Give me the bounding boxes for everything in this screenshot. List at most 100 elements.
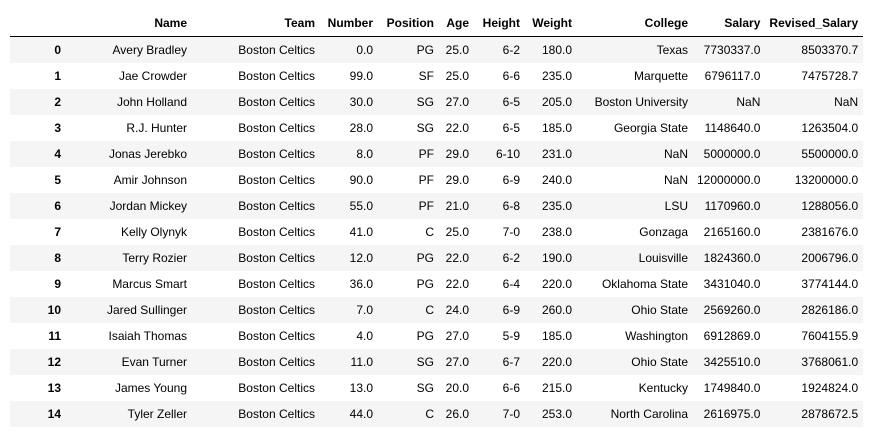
cell-age: 27.0	[445, 355, 469, 369]
cell-age: 29.0	[445, 147, 469, 161]
cell-name: R.J. Hunter	[126, 121, 187, 135]
cell-number: 41.0	[349, 225, 373, 239]
cell-salary: NaN	[736, 95, 761, 109]
cell-position: SG	[416, 381, 434, 395]
cell-college: Marquette	[633, 69, 688, 83]
cell-salary: 2616975.0	[703, 407, 761, 421]
cell-team: Boston Celtics	[238, 303, 315, 317]
cell-revised-salary: 2826186.0	[801, 303, 859, 317]
cell-weight: 235.0	[541, 199, 572, 213]
cell-height: 6-9	[502, 303, 520, 317]
row-index: 12	[47, 355, 61, 369]
column-header-number: Number	[320, 10, 378, 37]
cell-team: Boston Celtics	[238, 225, 315, 239]
cell-age: 22.0	[445, 251, 469, 265]
cell-college: Oklahoma State	[601, 277, 688, 291]
table-row: 10 Jared Sullinger Boston Celtics 7.0 C 24.0 6…	[10, 297, 864, 323]
cell-weight: 253.0	[541, 407, 572, 421]
cell-age: 21.0	[445, 199, 469, 213]
row-index: 6	[54, 199, 61, 213]
cell-weight: 260.0	[541, 303, 572, 317]
cell-name: Amir Johnson	[113, 173, 187, 187]
cell-weight: 240.0	[541, 173, 572, 187]
cell-name: Jae Crowder	[118, 69, 187, 83]
cell-age: 25.0	[445, 225, 469, 239]
cell-height: 6-8	[502, 199, 520, 213]
column-header-position: Position	[378, 10, 439, 37]
row-index: 0	[54, 43, 61, 57]
cell-number: 90.0	[349, 173, 373, 187]
cell-height: 6-5	[502, 121, 520, 135]
row-index: 14	[47, 407, 61, 421]
cell-salary: 3431040.0	[703, 277, 761, 291]
cell-salary: 2165160.0	[703, 225, 761, 239]
row-index: 13	[47, 381, 61, 395]
cell-college: Kentucky	[638, 381, 688, 395]
table-row: 14 Tyler Zeller Boston Celtics 44.0 C 26.0 7-0…	[10, 401, 864, 427]
cell-position: C	[425, 225, 434, 239]
table-body: 0 Avery Bradley Boston Celtics 0.0 PG 25.0 6-2…	[10, 36, 864, 427]
cell-team: Boston Celtics	[238, 147, 315, 161]
row-index: 1	[54, 69, 61, 83]
table-row: 13 James Young Boston Celtics 13.0 SG 20.0 6-6…	[10, 375, 864, 401]
cell-age: 22.0	[445, 121, 469, 135]
cell-number: 55.0	[349, 199, 373, 213]
cell-college: NaN	[663, 173, 688, 187]
cell-college: Washington	[625, 329, 688, 343]
cell-college: Texas	[656, 43, 688, 57]
cell-salary: 1824360.0	[703, 251, 761, 265]
row-index: 2	[54, 95, 61, 109]
cell-name: Marcus Smart	[112, 277, 187, 291]
row-index: 4	[54, 147, 61, 161]
table-row: 1 Jae Crowder Boston Celtics 99.0 SF 25.0 6-6 2…	[10, 63, 864, 89]
cell-height: 7-0	[502, 407, 520, 421]
cell-college: Ohio State	[631, 303, 688, 317]
cell-number: 8.0	[356, 147, 373, 161]
cell-number: 44.0	[349, 407, 373, 421]
cell-revised-salary: 1924824.0	[801, 381, 859, 395]
cell-revised-salary: NaN	[834, 95, 859, 109]
cell-age: 27.0	[445, 95, 469, 109]
cell-height: 6-2	[502, 43, 520, 57]
cell-salary: 6796117.0	[704, 69, 761, 83]
row-index: 10	[47, 303, 61, 317]
cell-revised-salary: 3768061.0	[801, 355, 859, 369]
cell-weight: 220.0	[541, 355, 572, 369]
cell-team: Boston Celtics	[238, 199, 315, 213]
cell-salary: 1148640.0	[704, 121, 761, 135]
cell-revised-salary: 3774144.0	[801, 277, 859, 291]
cell-position: SF	[418, 69, 434, 83]
cell-position: PF	[418, 173, 434, 187]
cell-salary: 1170960.0	[704, 199, 761, 213]
table-row: 4 Jonas Jerebko Boston Celtics 8.0 PF 29.0 6-1…	[10, 141, 864, 167]
cell-number: 36.0	[349, 277, 373, 291]
cell-age: 26.0	[445, 407, 469, 421]
cell-revised-salary: 1263504.0	[801, 121, 859, 135]
column-header-revised-salary: Revised_Salary	[765, 10, 864, 37]
cell-team: Boston Celtics	[238, 355, 315, 369]
column-header-weight: Weight	[525, 10, 577, 37]
cell-name: Avery Bradley	[112, 43, 187, 57]
cell-revised-salary: 2381676.0	[801, 225, 859, 239]
column-header-team: Team	[192, 10, 320, 37]
table-row: 8 Terry Rozier Boston Celtics 12.0 PG 22.0 6-2…	[10, 245, 864, 271]
cell-team: Boston Celtics	[238, 43, 315, 57]
column-header-college: College	[577, 10, 693, 37]
cell-name: Jared Sullinger	[106, 303, 187, 317]
cell-number: 4.0	[356, 329, 373, 343]
cell-college: Louisville	[638, 251, 688, 265]
cell-height: 6-4	[502, 277, 520, 291]
table-row: 9 Marcus Smart Boston Celtics 36.0 PG 22.0 6-4…	[10, 271, 864, 297]
cell-weight: 235.0	[541, 69, 572, 83]
cell-revised-salary: 13200000.0	[794, 173, 859, 187]
cell-college: NaN	[663, 147, 688, 161]
cell-weight: 238.0	[541, 225, 572, 239]
table-row: 5 Amir Johnson Boston Celtics 90.0 PF 29.0 6-9…	[10, 167, 864, 193]
cell-age: 24.0	[445, 303, 469, 317]
row-index: 3	[54, 121, 61, 135]
cell-college: Georgia State	[613, 121, 688, 135]
cell-team: Boston Celtics	[238, 381, 315, 395]
cell-weight: 180.0	[541, 43, 572, 57]
cell-team: Boston Celtics	[238, 251, 315, 265]
cell-revised-salary: 5500000.0	[801, 147, 859, 161]
